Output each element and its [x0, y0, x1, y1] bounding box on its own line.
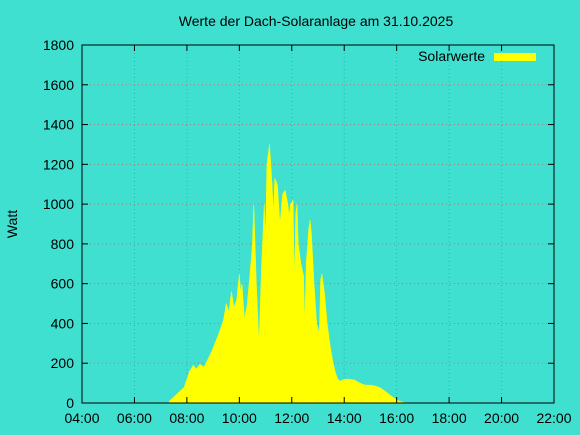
series-area-solarwerte — [169, 144, 406, 404]
y-tick-label: 800 — [51, 236, 75, 252]
x-tick-label: 18:00 — [432, 410, 467, 426]
y-tick-label: 1400 — [43, 117, 74, 133]
x-tick-label: 08:00 — [169, 410, 204, 426]
y-tick-label: 600 — [51, 276, 75, 292]
series-layer — [169, 144, 406, 404]
x-tick-label: 14:00 — [327, 410, 362, 426]
x-tick-label: 20:00 — [484, 410, 519, 426]
chart-title: Werte der Dach-Solaranlage am 31.10.2025 — [179, 13, 454, 29]
y-tick-label: 1800 — [43, 37, 74, 53]
x-tick-label: 22:00 — [536, 410, 571, 426]
ticks-layer: 0 200 400 600 800 1000 1200 1400 1600 1800 04:00 06… — [43, 37, 572, 426]
axes-layer — [81, 44, 555, 404]
y-tick-label: 1200 — [43, 156, 74, 172]
x-tick-label: 06:00 — [117, 410, 152, 426]
x-tick-label: 12:00 — [274, 410, 309, 426]
x-tick-label: 16:00 — [379, 410, 414, 426]
plot-border — [81, 44, 555, 404]
legend: Solarwerte — [418, 48, 536, 64]
x-tick-label: 10:00 — [222, 410, 257, 426]
y-tick-label: 400 — [51, 315, 75, 331]
y-tick-label: 1600 — [43, 77, 74, 93]
y-tick-label: 1000 — [43, 196, 74, 212]
y-tick-label: 0 — [66, 395, 74, 411]
x-tick-label: 04:00 — [64, 410, 99, 426]
y-tick-label: 200 — [51, 355, 75, 371]
legend-swatch — [494, 53, 536, 61]
legend-label: Solarwerte — [418, 48, 485, 64]
y-axis-label: Watt — [4, 210, 20, 238]
